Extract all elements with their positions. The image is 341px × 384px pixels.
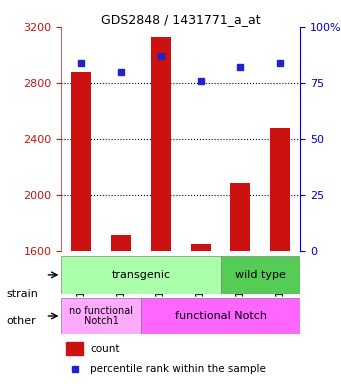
Text: other: other [7,316,36,326]
FancyBboxPatch shape [61,256,221,294]
Text: percentile rank within the sample: percentile rank within the sample [90,364,266,374]
Text: no functional
Notch1: no functional Notch1 [69,306,133,326]
Bar [191,244,210,252]
Bar [270,128,290,252]
Title: GDS2848 / 1431771_a_at: GDS2848 / 1431771_a_at [101,13,261,26]
Text: strain: strain [7,289,39,299]
FancyBboxPatch shape [221,256,300,294]
Bar [111,235,131,252]
FancyBboxPatch shape [141,298,300,334]
Text: transgenic: transgenic [112,270,170,280]
FancyBboxPatch shape [61,298,141,334]
Text: functional Notch: functional Notch [175,311,267,321]
Bar [151,37,171,252]
Bar [71,72,91,252]
Text: count: count [90,344,120,354]
Text: wild type: wild type [235,270,286,280]
Bar [231,183,250,252]
Bar [66,342,83,355]
